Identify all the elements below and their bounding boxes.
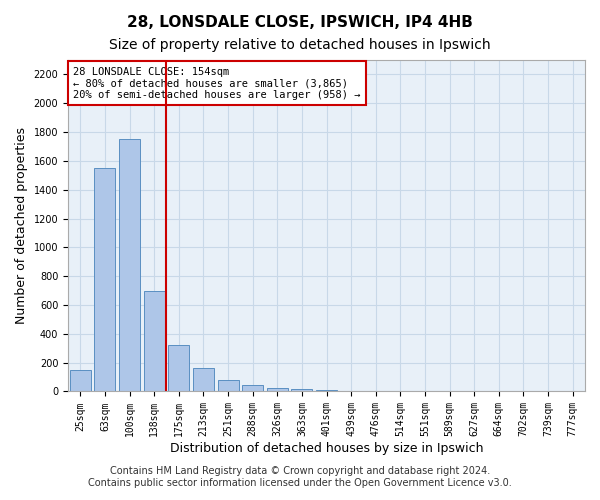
Bar [193,368,214,392]
Text: Contains HM Land Registry data © Crown copyright and database right 2024.
Contai: Contains HM Land Registry data © Crown c… [88,466,512,487]
X-axis label: Distribution of detached houses by size in Ipswich: Distribution of detached houses by size … [170,442,483,455]
Bar [94,168,115,392]
Text: 28, LONSDALE CLOSE, IPSWICH, IP4 4HB: 28, LONSDALE CLOSE, IPSWICH, IP4 4HB [127,15,473,30]
Bar [218,380,239,392]
Text: Size of property relative to detached houses in Ipswich: Size of property relative to detached ho… [109,38,491,52]
Y-axis label: Number of detached properties: Number of detached properties [15,127,28,324]
Bar [144,290,164,392]
Bar [119,140,140,392]
Bar [316,390,337,392]
Bar [169,346,189,392]
Bar [267,388,288,392]
Bar [70,370,91,392]
Bar [242,385,263,392]
Bar [341,391,362,392]
Bar [292,388,313,392]
Text: 28 LONSDALE CLOSE: 154sqm
← 80% of detached houses are smaller (3,865)
20% of se: 28 LONSDALE CLOSE: 154sqm ← 80% of detac… [73,66,361,100]
